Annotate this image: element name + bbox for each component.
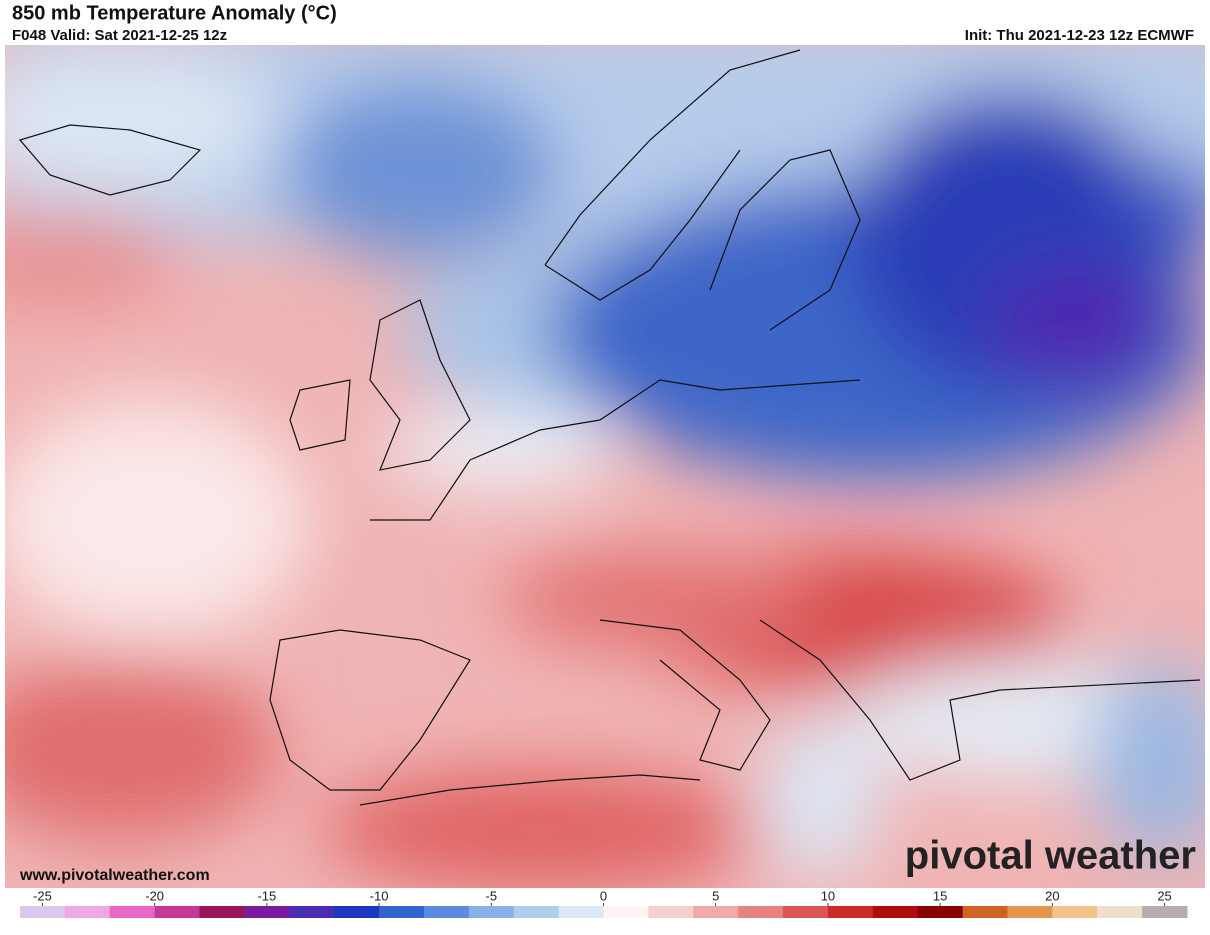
colorbar-swatch (513, 906, 560, 918)
colorbar-tick-label: -15 (257, 888, 276, 903)
colorbar-swatch (334, 906, 380, 918)
colorbar-swatch (64, 906, 111, 918)
colorbar-swatch (199, 906, 245, 918)
colorbar-tick-label: -20 (145, 888, 164, 903)
colorbar-swatch (1007, 906, 1053, 918)
colorbar-swatch (423, 906, 470, 918)
colorbar-tick-label: 0 (600, 888, 607, 903)
colorbar-swatch (693, 906, 739, 918)
website: www.pivotalweather.com (19, 867, 210, 884)
init-time: Init: Thu 2021-12-23 12z ECMWF (965, 27, 1194, 44)
colorbar-tick-label: 15 (933, 888, 947, 903)
valid-time: F048 Valid: Sat 2021-12-25 12z (12, 27, 227, 44)
colorbar-swatch (1142, 906, 1188, 918)
colorbar-swatch (289, 906, 335, 918)
colorbar-swatch (962, 906, 1008, 918)
colorbar-tick-label: -25 (33, 888, 52, 903)
title: 850 mb Temperature Anomaly (°C) (12, 2, 337, 24)
colorbar-swatch (109, 906, 156, 918)
coastlines (18, 49, 1201, 806)
colorbar-swatch (648, 906, 694, 918)
colorbar-swatch (783, 906, 829, 918)
colorbar: -25 -20 -15 -10 -5 0 5 10 15 20 25 (20, 888, 1188, 918)
colorbar-swatch (738, 906, 784, 918)
colorbar-swatch (827, 906, 874, 918)
colorbar-swatch (20, 906, 66, 918)
colorbar-swatch (558, 906, 604, 918)
colorbar-swatch (1052, 906, 1098, 918)
colorbar-tick-label: -5 (486, 888, 498, 903)
colorbar-swatch (468, 906, 515, 918)
colorbar-tick-label: -10 (370, 888, 389, 903)
colorbar-tick-label: 25 (1157, 888, 1171, 903)
colorbar-tick-label: 20 (1045, 888, 1059, 903)
logo: pivotal weather (905, 834, 1196, 878)
colorbar-swatch (917, 906, 964, 918)
colorbar-swatch (1097, 906, 1143, 918)
colorbar-swatch (379, 906, 425, 918)
colorbar-tick-label: 10 (821, 888, 835, 903)
colorbar-swatch (154, 906, 201, 918)
map (5, 45, 1205, 888)
colorbar-swatch (603, 906, 649, 918)
colorbar-tick-label: 5 (712, 888, 719, 903)
colorbar-swatch (244, 906, 290, 918)
colorbar-swatch (872, 906, 919, 918)
